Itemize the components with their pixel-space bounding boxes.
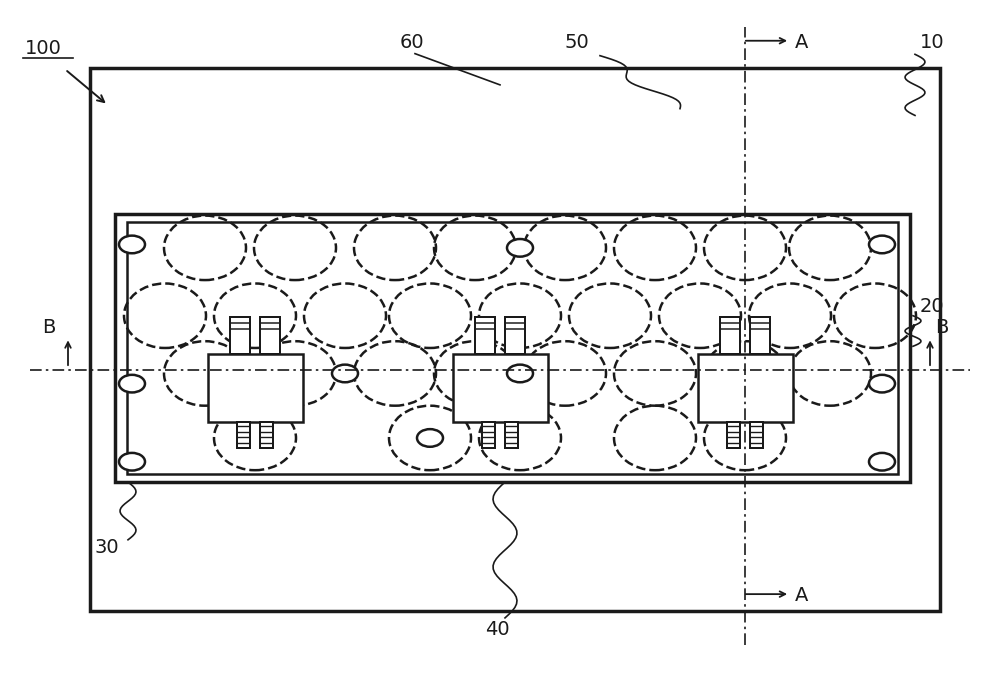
Bar (482, 422, 495, 448)
Text: 100: 100 (25, 39, 62, 58)
Text: 40: 40 (485, 620, 510, 639)
Text: 30: 30 (95, 538, 120, 557)
Bar (698, 354, 792, 422)
Bar (260, 317, 280, 354)
Circle shape (119, 453, 145, 471)
Bar (208, 354, 302, 422)
Bar (237, 422, 250, 448)
Bar (750, 422, 763, 448)
Bar (750, 317, 770, 354)
Bar (727, 422, 740, 448)
Bar (452, 354, 548, 422)
Circle shape (507, 239, 533, 257)
Circle shape (507, 365, 533, 382)
Bar (90, 68, 940, 611)
Text: B: B (935, 318, 948, 337)
Text: 50: 50 (565, 33, 590, 52)
Circle shape (869, 375, 895, 392)
Bar (115, 214, 910, 482)
Circle shape (869, 236, 895, 253)
Text: B: B (42, 318, 55, 337)
Bar (720, 317, 740, 354)
Circle shape (119, 375, 145, 392)
Text: 20: 20 (920, 297, 945, 316)
Bar (260, 422, 273, 448)
Circle shape (119, 236, 145, 253)
Text: 10: 10 (920, 33, 945, 52)
Bar (505, 422, 518, 448)
Text: A: A (795, 586, 808, 605)
Bar (230, 317, 250, 354)
Bar (505, 317, 525, 354)
Circle shape (417, 429, 443, 447)
Bar (475, 317, 495, 354)
Circle shape (332, 365, 358, 382)
Bar (127, 222, 898, 474)
Text: 60: 60 (400, 33, 425, 52)
Text: A: A (795, 33, 808, 52)
Circle shape (869, 453, 895, 471)
